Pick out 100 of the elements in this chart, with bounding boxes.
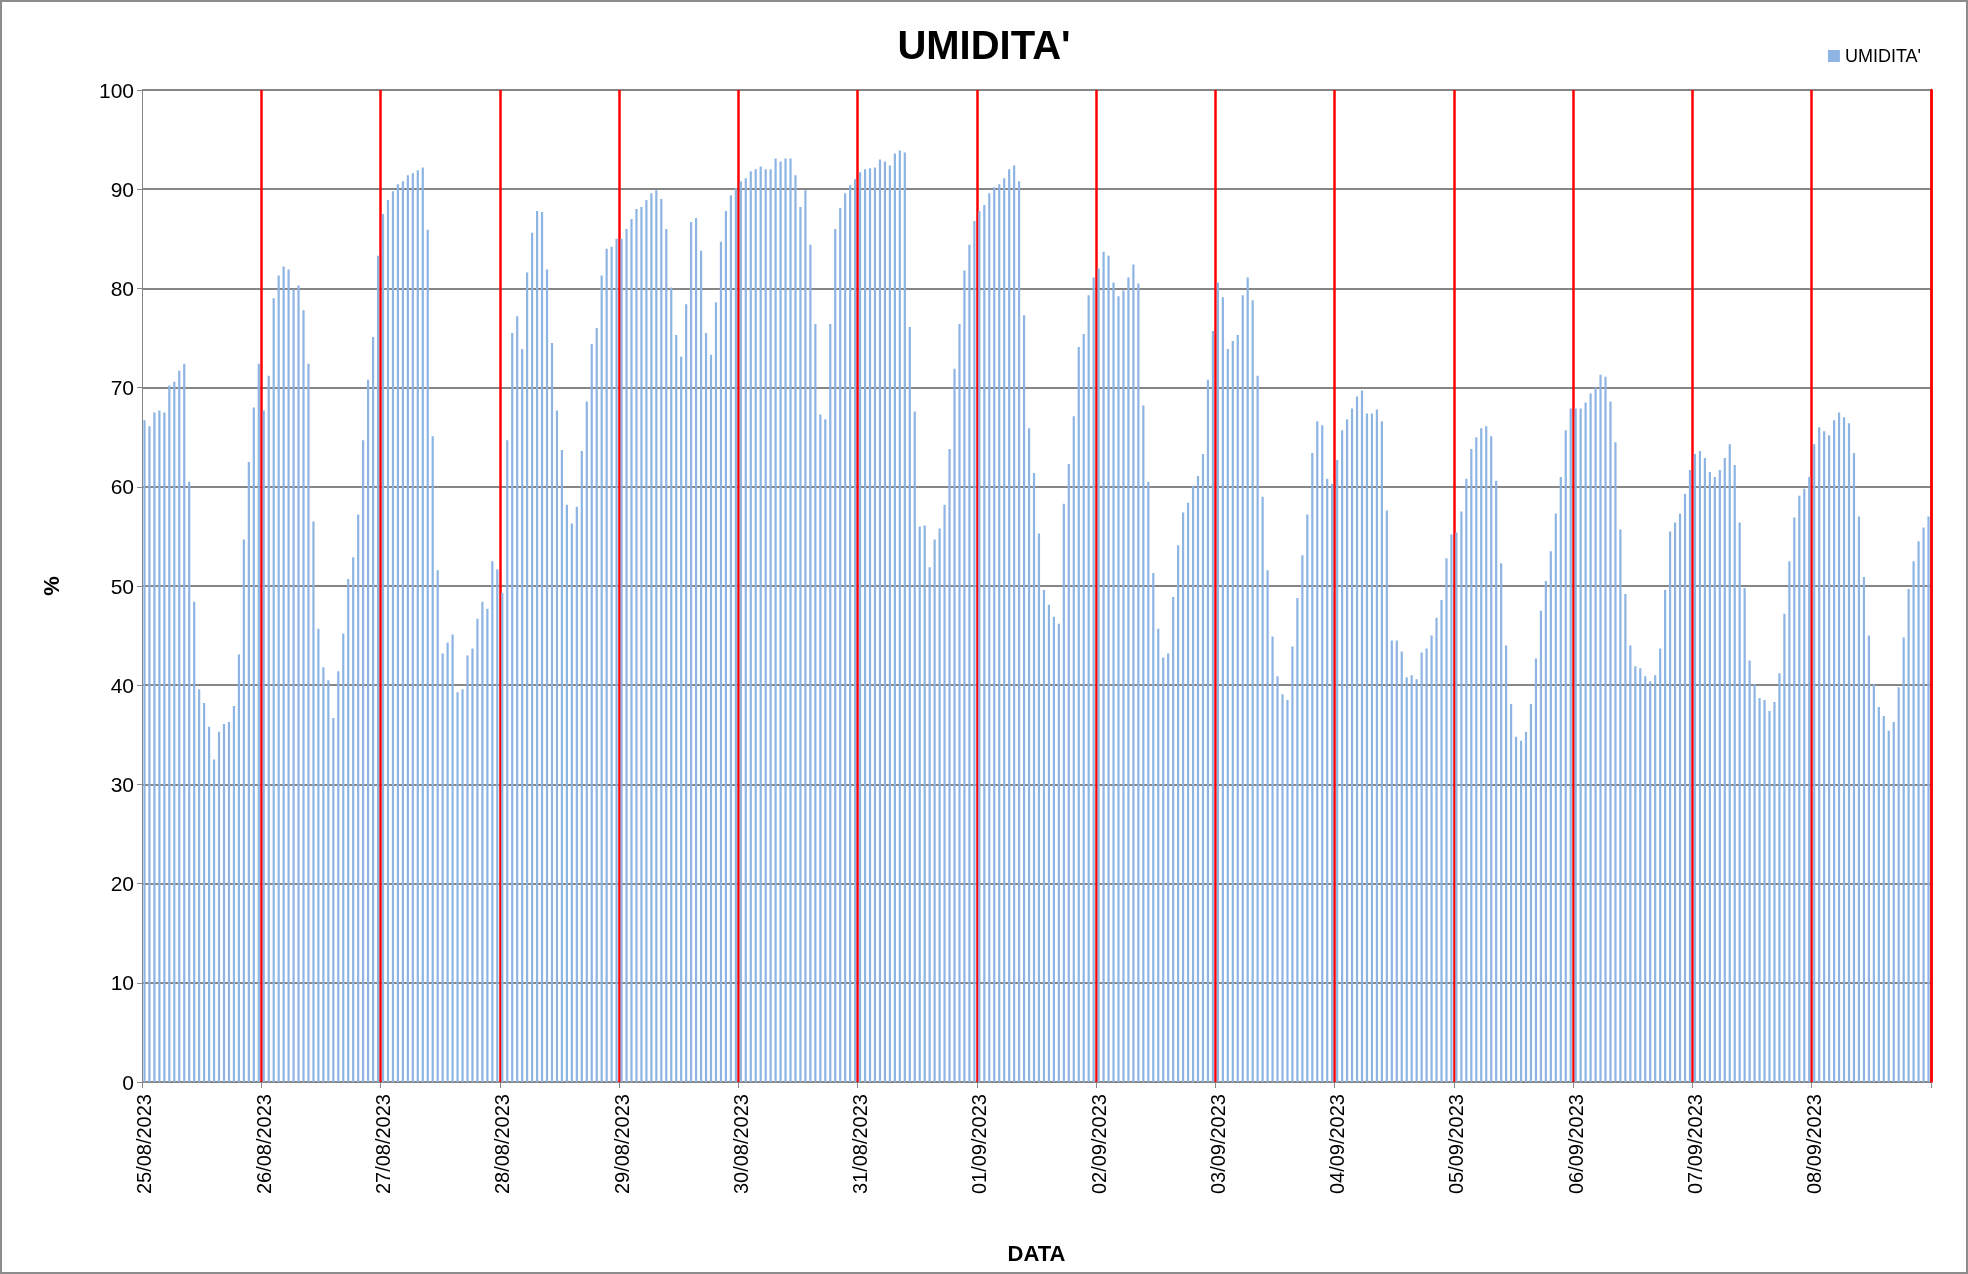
- bar: [1763, 700, 1766, 1082]
- bar: [496, 569, 499, 1082]
- bar: [371, 337, 375, 1082]
- bar: [1594, 387, 1597, 1082]
- bar: [1723, 458, 1726, 1082]
- bar: [1206, 379, 1210, 1082]
- bar: [1018, 181, 1021, 1082]
- bar: [1803, 488, 1806, 1082]
- bar: [685, 304, 688, 1082]
- bar: [232, 706, 236, 1082]
- bar: [560, 450, 564, 1082]
- bar: [1316, 421, 1319, 1082]
- bar: [1669, 531, 1672, 1082]
- bar: [1261, 496, 1264, 1082]
- bar: [829, 324, 832, 1082]
- bar: [1003, 178, 1006, 1082]
- bar: [1639, 668, 1642, 1082]
- y-tick-label: 60: [110, 475, 134, 499]
- bar: [471, 648, 474, 1082]
- chart-title: UMIDITA': [897, 23, 1071, 67]
- bar: [1266, 570, 1269, 1082]
- bar: [670, 287, 673, 1082]
- bar: [1902, 637, 1905, 1082]
- bar: [1673, 522, 1677, 1082]
- bar: [675, 335, 678, 1082]
- bar: [1201, 454, 1205, 1082]
- x-tick-label: 07/09/2023: [1683, 1094, 1706, 1195]
- bar: [839, 208, 842, 1082]
- bar: [868, 168, 872, 1082]
- bar: [1067, 463, 1070, 1082]
- bar: [1291, 646, 1294, 1082]
- bar: [252, 407, 255, 1082]
- bar: [1713, 476, 1716, 1082]
- bar: [1410, 675, 1413, 1082]
- bar: [1703, 458, 1706, 1082]
- bar: [1430, 635, 1433, 1082]
- bar: [511, 333, 514, 1082]
- bar: [1798, 495, 1801, 1082]
- bar: [1350, 408, 1354, 1082]
- bar: [1485, 426, 1488, 1082]
- bar: [207, 726, 211, 1082]
- bar: [744, 178, 747, 1082]
- bar: [292, 289, 295, 1082]
- bar: [1117, 296, 1120, 1082]
- bar: [1614, 442, 1617, 1082]
- bar: [406, 175, 409, 1082]
- bar: [1311, 453, 1314, 1082]
- bar: [1877, 707, 1880, 1082]
- bar: [1276, 676, 1279, 1082]
- bar: [983, 205, 986, 1082]
- bar: [878, 159, 882, 1082]
- bar: [481, 601, 484, 1082]
- bar: [978, 211, 981, 1082]
- bar: [1659, 648, 1662, 1082]
- bar: [337, 671, 340, 1082]
- bar: [1341, 430, 1344, 1082]
- bar: [1032, 472, 1036, 1082]
- bar: [1281, 694, 1284, 1082]
- bar: [635, 209, 638, 1082]
- bar: [933, 539, 936, 1082]
- bar: [1768, 710, 1771, 1082]
- bar: [1718, 469, 1721, 1082]
- bar: [491, 561, 494, 1082]
- bar: [357, 514, 360, 1082]
- bar: [973, 220, 976, 1082]
- bar: [307, 363, 310, 1082]
- bar: [630, 218, 633, 1082]
- bar: [1047, 604, 1051, 1082]
- bar: [565, 504, 568, 1082]
- bar: [1355, 396, 1359, 1082]
- bar: [610, 246, 613, 1082]
- bar: [1152, 573, 1155, 1082]
- bar: [1470, 449, 1473, 1082]
- bar: [1867, 635, 1870, 1082]
- bar: [401, 181, 404, 1082]
- x-tick-label: 25/08/2023: [133, 1094, 156, 1195]
- bar: [1162, 657, 1165, 1082]
- bar: [1345, 419, 1349, 1082]
- bar: [1698, 451, 1702, 1082]
- bar: [1435, 617, 1438, 1082]
- bar: [1564, 430, 1567, 1082]
- y-tick-label: 50: [110, 574, 134, 598]
- bar: [1465, 478, 1468, 1082]
- bar: [804, 190, 807, 1082]
- bar: [1102, 251, 1105, 1082]
- legend-label: UMIDITA': [1844, 46, 1922, 66]
- bar: [1440, 599, 1443, 1082]
- bar: [779, 161, 782, 1082]
- bar: [570, 523, 573, 1082]
- bar: [824, 419, 827, 1082]
- bar: [222, 723, 226, 1082]
- bar: [968, 244, 971, 1082]
- bar: [1753, 684, 1756, 1082]
- bar: [347, 579, 350, 1082]
- bar: [1370, 413, 1374, 1082]
- bar: [1196, 475, 1200, 1082]
- bar: [665, 228, 668, 1082]
- bar: [1664, 589, 1667, 1082]
- bar: [168, 385, 171, 1082]
- bar: [1743, 587, 1746, 1082]
